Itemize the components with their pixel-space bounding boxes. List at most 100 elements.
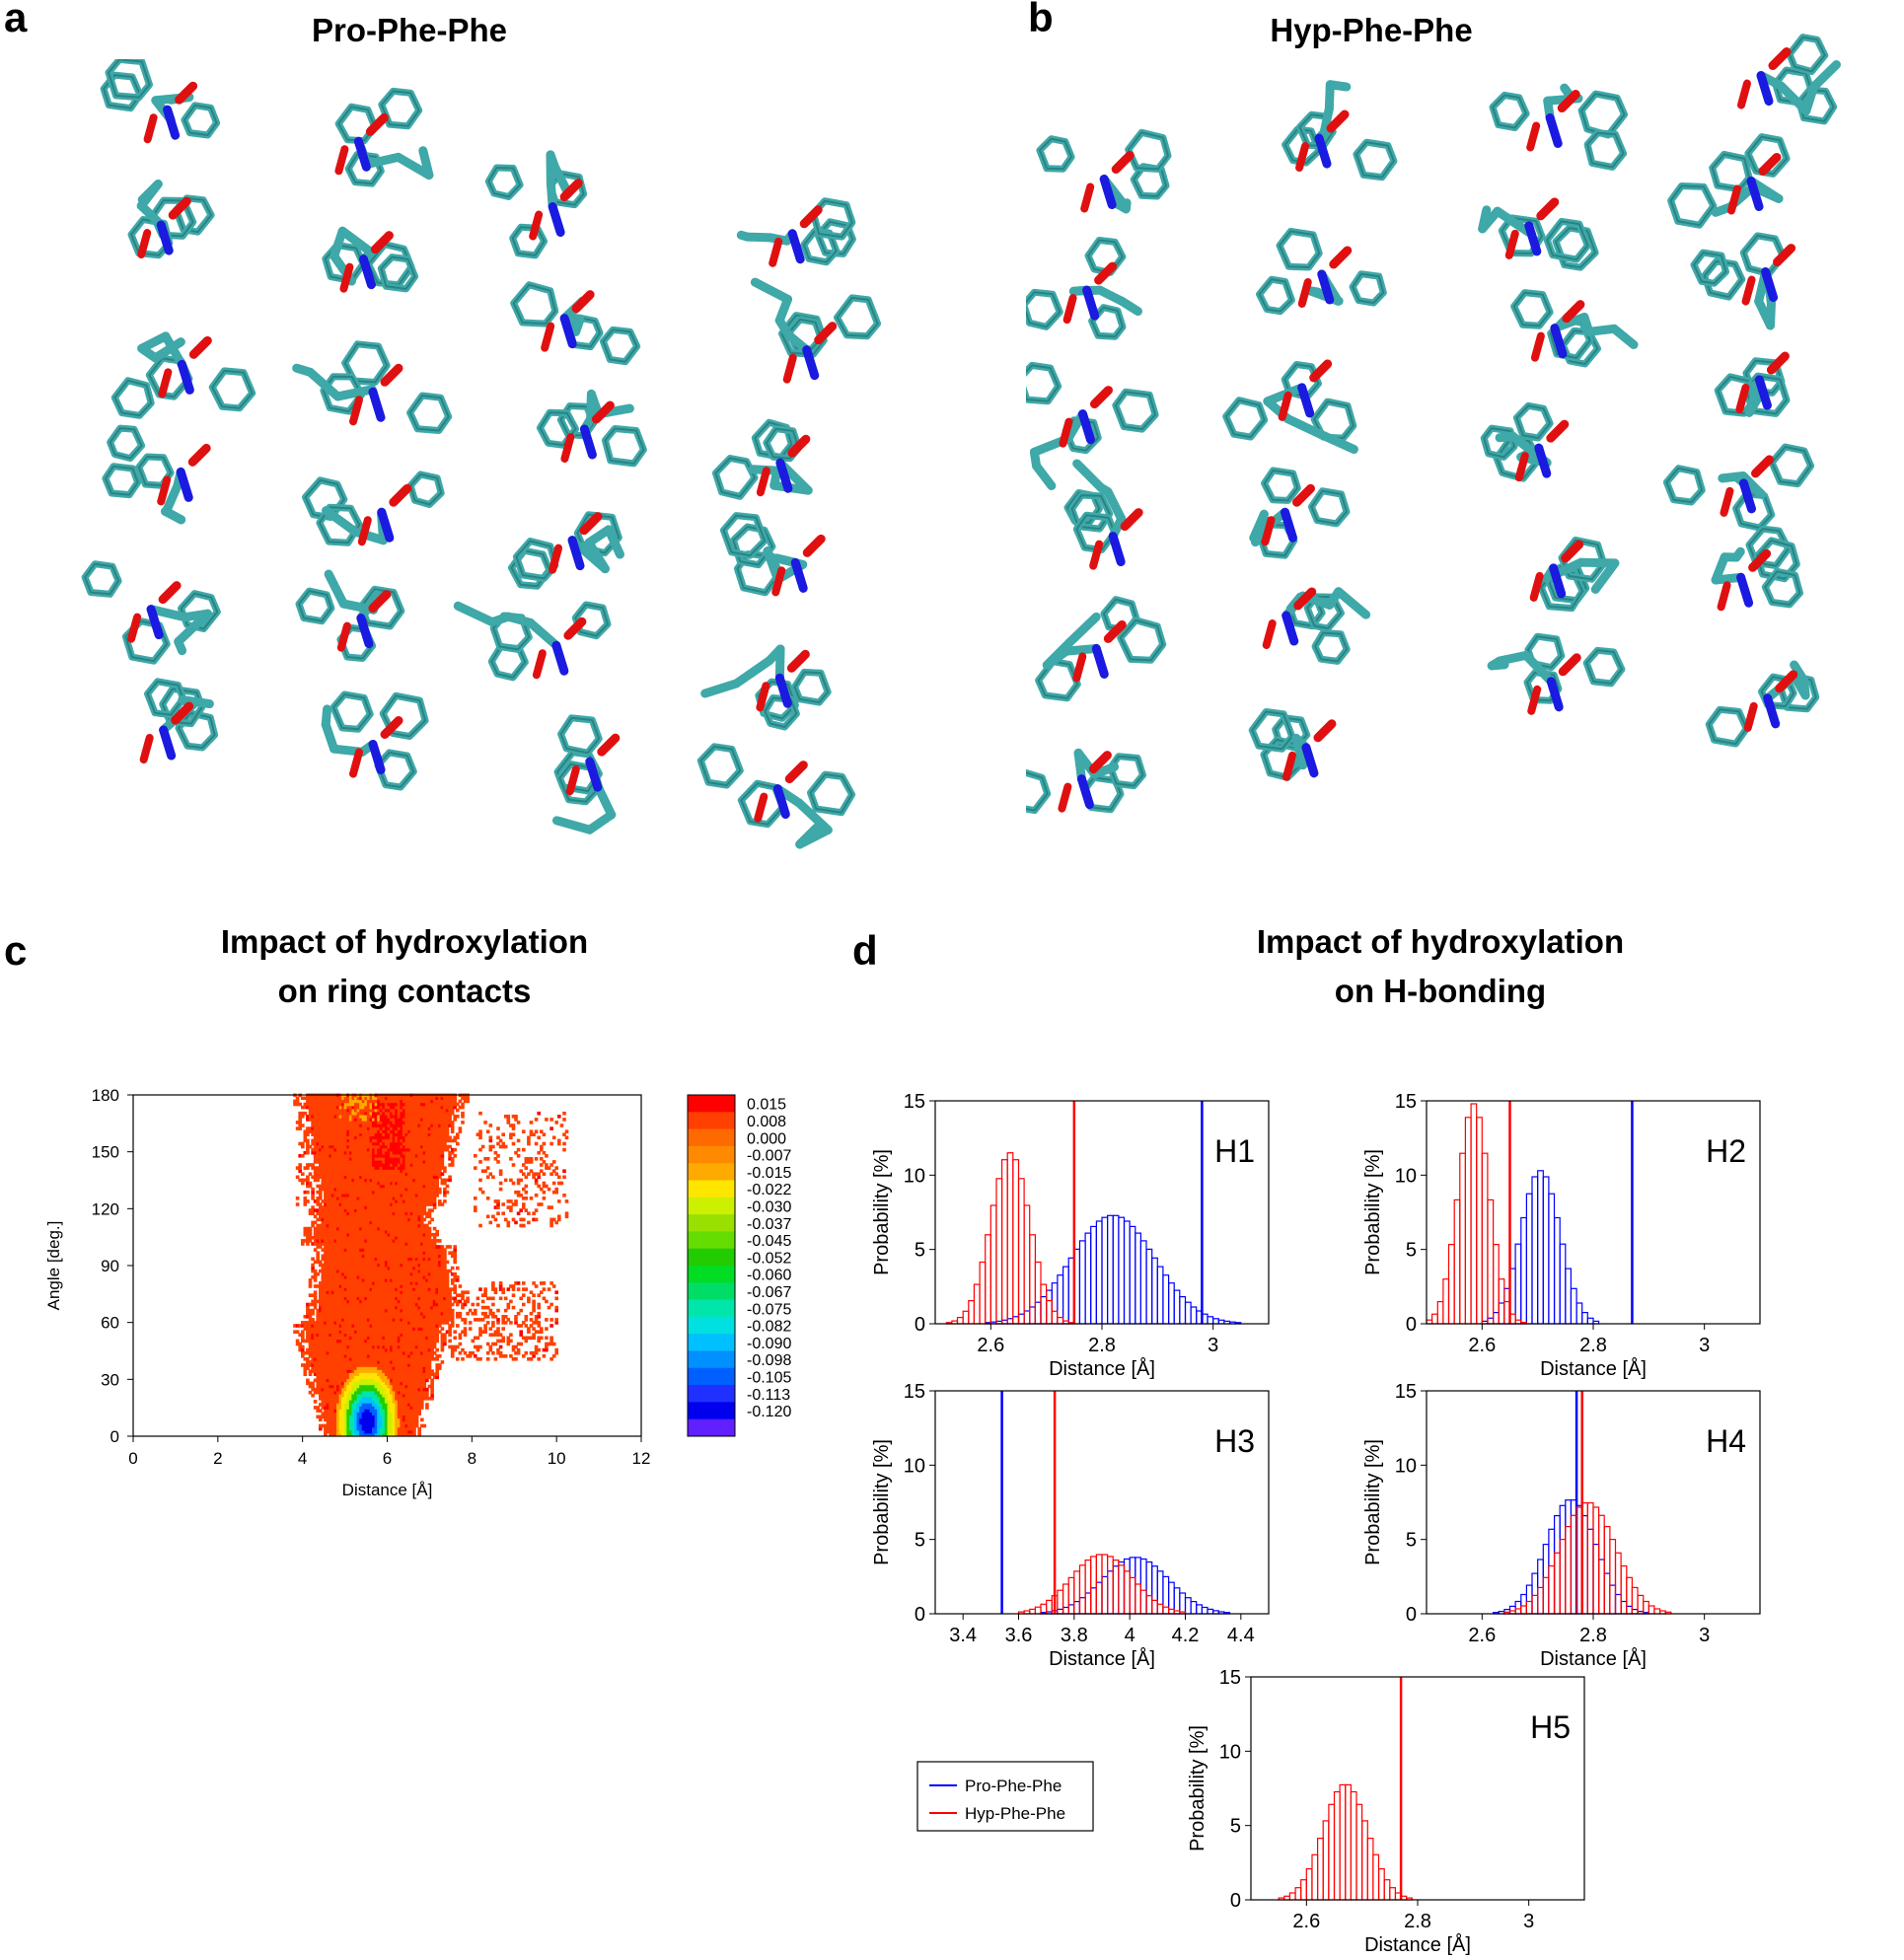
y-tick-label: 5 bbox=[915, 1240, 925, 1262]
x-tick-label: 3.4 bbox=[949, 1625, 977, 1646]
panel-d-title: Impact of hydroxylation on H-bonding bbox=[1174, 917, 1707, 1016]
colorbar-label: -0.082 bbox=[747, 1319, 791, 1336]
colorbar-segment bbox=[688, 1385, 735, 1403]
histogram-bar bbox=[1492, 1312, 1500, 1325]
x-tick-label: 3 bbox=[1699, 1335, 1710, 1356]
histogram-bar bbox=[1559, 1243, 1567, 1325]
histogram-bar bbox=[1112, 1214, 1120, 1325]
colorbar-label: -0.022 bbox=[747, 1182, 791, 1198]
y-tick-label: 0 bbox=[110, 1427, 119, 1446]
h-bonding-histograms: 0 5 10 15 2.6 2.8 3 Distance [Å] Probability [%]… bbox=[871, 1091, 1761, 1956]
histogram-bar bbox=[1078, 1597, 1086, 1615]
histogram-bar bbox=[1123, 1570, 1131, 1615]
histogram-bar bbox=[1559, 1504, 1567, 1615]
colorbar-label: -0.113 bbox=[747, 1387, 790, 1404]
histogram-ylabel: Probability [%] bbox=[871, 1149, 893, 1275]
histogram-bar bbox=[1078, 1564, 1086, 1615]
colorbar-segment bbox=[688, 1163, 735, 1181]
histogram-bar bbox=[1034, 1261, 1042, 1325]
histogram-panel-label: H4 bbox=[1706, 1423, 1746, 1459]
y-tick-label: 15 bbox=[904, 1091, 925, 1113]
histogram-bar bbox=[1129, 1225, 1136, 1325]
colorbar-segment bbox=[688, 1095, 735, 1113]
histogram-bar bbox=[1168, 1282, 1175, 1325]
x-tick-label: 2.8 bbox=[1579, 1625, 1607, 1646]
histogram-bar bbox=[1184, 1301, 1192, 1325]
legend-label: Pro-Phe-Phe bbox=[965, 1777, 1062, 1795]
colorbar-label: 0.000 bbox=[747, 1130, 786, 1147]
histogram-bar bbox=[1090, 1225, 1097, 1325]
histogram-ylabel: Probability [%] bbox=[1362, 1149, 1384, 1275]
colorbar-label: -0.120 bbox=[747, 1404, 791, 1420]
histogram-bar bbox=[1162, 1606, 1170, 1615]
histogram-panel-label: H1 bbox=[1214, 1133, 1255, 1169]
histogram-bar bbox=[1029, 1234, 1037, 1325]
histogram-bar bbox=[1653, 1608, 1661, 1615]
colorbar-segment bbox=[688, 1402, 735, 1420]
histogram-bar bbox=[1095, 1581, 1103, 1615]
molecule-sticks bbox=[1026, 34, 1841, 815]
histogram-bar bbox=[1001, 1159, 1008, 1325]
heatmap-cells bbox=[293, 1093, 569, 1437]
histogram-bar bbox=[1029, 1608, 1037, 1615]
colorbar-label: -0.052 bbox=[747, 1250, 791, 1267]
pro-phe-phe-structure-image bbox=[81, 59, 882, 849]
histogram-bar bbox=[1207, 1608, 1214, 1615]
histogram-bar bbox=[1162, 1575, 1170, 1615]
histogram-bar bbox=[1487, 1198, 1495, 1325]
x-tick-label: 2.8 bbox=[1579, 1335, 1607, 1356]
histogram-bar bbox=[1586, 1528, 1594, 1615]
histogram-bar bbox=[1520, 1605, 1527, 1615]
histogram-bar bbox=[1006, 1318, 1014, 1325]
histogram-bar bbox=[1447, 1244, 1455, 1325]
histogram-h3: 0 5 10 15 3.4 3.6 3.8 4 4.2 4.4 Distance [Å] Probab… bbox=[871, 1381, 1270, 1670]
histogram-bar bbox=[1366, 1837, 1374, 1901]
histogram-bar bbox=[1212, 1318, 1219, 1325]
histogram-bar bbox=[962, 1310, 970, 1325]
histogram-bar bbox=[1051, 1310, 1059, 1325]
x-tick-label: 2.8 bbox=[1088, 1335, 1116, 1356]
histogram-bar bbox=[1514, 1243, 1522, 1325]
histogram-bar bbox=[1084, 1232, 1092, 1325]
histogram-bar bbox=[1537, 1559, 1544, 1615]
histogram-bar bbox=[1294, 1887, 1302, 1901]
panel-a-letter: a bbox=[4, 0, 28, 40]
histogram-bar bbox=[1586, 1317, 1594, 1325]
y-tick-label: 0 bbox=[1230, 1890, 1241, 1912]
histogram-bar bbox=[1592, 1544, 1600, 1615]
histogram-bar bbox=[1476, 1117, 1483, 1325]
histogram-bar bbox=[985, 1234, 991, 1325]
histogram-bar bbox=[1311, 1853, 1319, 1901]
colorbar-label: -0.067 bbox=[747, 1284, 791, 1301]
histogram-bar bbox=[1631, 1608, 1639, 1615]
histogram-bar bbox=[1051, 1282, 1059, 1325]
histogram-bar bbox=[1095, 1554, 1103, 1615]
panel-b-letter: b bbox=[1028, 0, 1054, 40]
colorbar-label: -0.037 bbox=[747, 1216, 791, 1233]
y-tick-label: 90 bbox=[101, 1257, 119, 1275]
colorbar-segment bbox=[688, 1418, 735, 1437]
x-tick-label: 4.2 bbox=[1172, 1625, 1200, 1646]
histogram-bar bbox=[1084, 1592, 1092, 1615]
y-tick-label: 0 bbox=[1406, 1604, 1417, 1626]
histogram-bar bbox=[1078, 1240, 1086, 1325]
x-tick-label: 4.4 bbox=[1227, 1625, 1255, 1646]
histogram-bar bbox=[1520, 1593, 1527, 1615]
colorbar-label: 0.008 bbox=[747, 1114, 786, 1130]
histogram-h4: 0 5 10 15 2.6 2.8 3 Distance [Å] Probability [%]… bbox=[1362, 1381, 1761, 1670]
colorbar-segment bbox=[688, 1299, 735, 1318]
panel-d-title-line2: on H-bonding bbox=[1334, 973, 1547, 1009]
histogram-h2: 0 5 10 15 2.6 2.8 3 Distance [Å] Probability [%]… bbox=[1362, 1091, 1761, 1380]
x-tick-label: 2.6 bbox=[1292, 1911, 1320, 1932]
colorbar-label: -0.007 bbox=[747, 1148, 791, 1165]
x-tick-label: 2 bbox=[213, 1449, 222, 1468]
histogram-bar bbox=[1575, 1302, 1583, 1325]
histogram-bar bbox=[1057, 1317, 1064, 1325]
x-tick-label: 4 bbox=[298, 1449, 307, 1468]
histogram-bar bbox=[1559, 1539, 1567, 1615]
histogram-bar bbox=[1073, 1570, 1081, 1615]
histogram-bar bbox=[1553, 1216, 1561, 1325]
histogram-bar bbox=[1173, 1587, 1181, 1615]
histogram-bar bbox=[1118, 1564, 1126, 1615]
